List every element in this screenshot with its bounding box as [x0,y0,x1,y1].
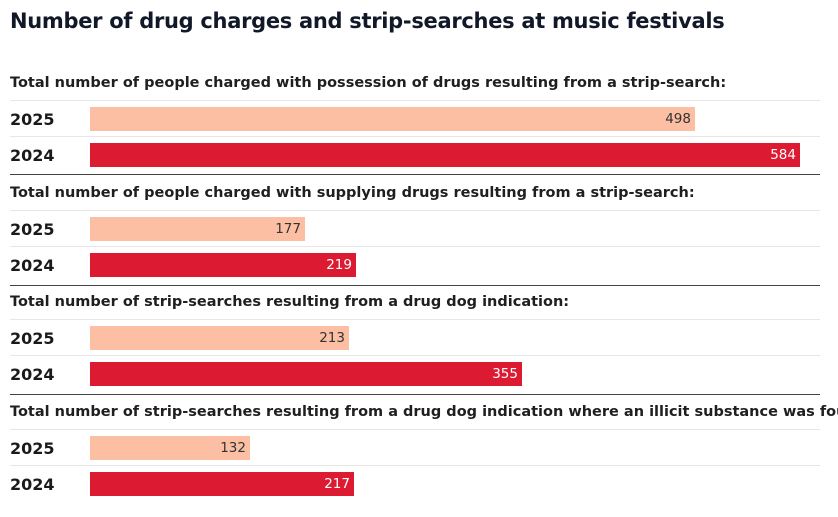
bar-2024: 355 [90,362,522,386]
bar-row: 2025 498 [10,100,820,136]
bar-value-label: 213 [319,330,345,346]
bar-row: 2025 213 [10,319,820,355]
bar-2025: 213 [90,326,349,350]
year-label: 2025 [10,329,55,348]
year-label: 2025 [10,439,55,458]
bar-value-label: 217 [324,476,350,492]
year-label: 2024 [10,475,55,494]
bar-row: 2024 217 [10,465,820,501]
group-divider [10,285,820,286]
bar-2025: 498 [90,107,695,131]
bar-2025: 132 [90,436,250,460]
group-divider [10,174,820,175]
year-label: 2025 [10,220,55,239]
year-label: 2024 [10,256,55,275]
group-label: Total number of strip-searches resulting… [10,404,838,420]
group-label: Total number of people charged with poss… [10,75,727,91]
bar-value-label: 219 [326,257,352,273]
bar-row: 2025 177 [10,210,820,246]
bar-row: 2025 132 [10,429,820,465]
bar-value-label: 132 [220,440,246,456]
group-label: Total number of strip-searches resulting… [10,294,570,310]
bar-value-label: 498 [665,111,691,127]
bar-row: 2024 219 [10,246,820,282]
group-label: Total number of people charged with supp… [10,185,695,201]
bar-row: 2024 584 [10,136,820,172]
bar-value-label: 584 [770,147,796,163]
bar-2025: 177 [90,217,305,241]
chart-group: Total number of people charged with poss… [10,73,820,172]
bar-2024: 584 [90,143,800,167]
year-label: 2025 [10,110,55,129]
bar-value-label: 177 [275,221,301,237]
year-label: 2024 [10,365,55,384]
chart-group: Total number of strip-searches resulting… [10,292,820,391]
year-label: 2024 [10,146,55,165]
bar-2024: 219 [90,253,356,277]
group-divider [10,394,820,395]
bar-2024: 217 [90,472,354,496]
chart-group: Total number of people charged with supp… [10,183,820,282]
bar-value-label: 355 [492,366,518,382]
chart-title: Number of drug charges and strip-searche… [10,9,725,33]
chart-group: Total number of strip-searches resulting… [10,402,838,501]
bar-row: 2024 355 [10,355,820,391]
